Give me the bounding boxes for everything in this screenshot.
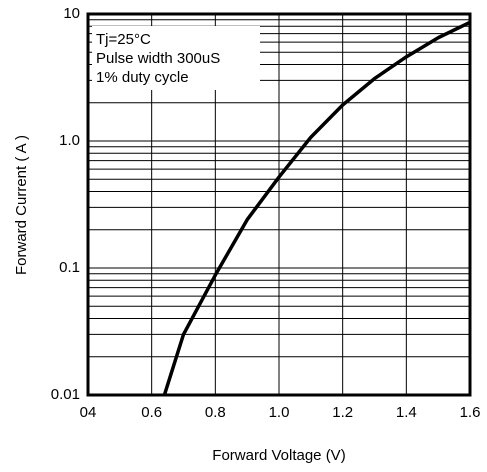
- y-tick-label: 0.1: [59, 259, 80, 276]
- y-tick-label: 10: [63, 5, 80, 22]
- x-tick-label: 0.6: [141, 404, 162, 421]
- plot-frame: [86, 12, 472, 397]
- annotation: Tj=25°C: [96, 31, 151, 48]
- x-tick-label: 0.8: [205, 404, 226, 421]
- annotation: Pulse width 300uS: [96, 50, 220, 67]
- annotation: 1% duty cycle: [96, 69, 189, 86]
- y-axis-label: Forward Current ( A ): [13, 135, 30, 275]
- y-tick-label: 1.0: [59, 132, 80, 149]
- x-axis-label: Forward Voltage (V): [212, 447, 345, 464]
- annotation-box: [92, 26, 260, 90]
- x-tick-label: 04: [80, 404, 97, 421]
- x-tick-label: 1.4: [396, 404, 417, 421]
- x-tick-label: 1.0: [269, 404, 290, 421]
- x-tick-label: 1.2: [332, 404, 353, 421]
- x-tick-label: 1.6: [460, 404, 481, 421]
- data-line: [162, 20, 471, 396]
- y-tick-label: 0.01: [51, 386, 80, 403]
